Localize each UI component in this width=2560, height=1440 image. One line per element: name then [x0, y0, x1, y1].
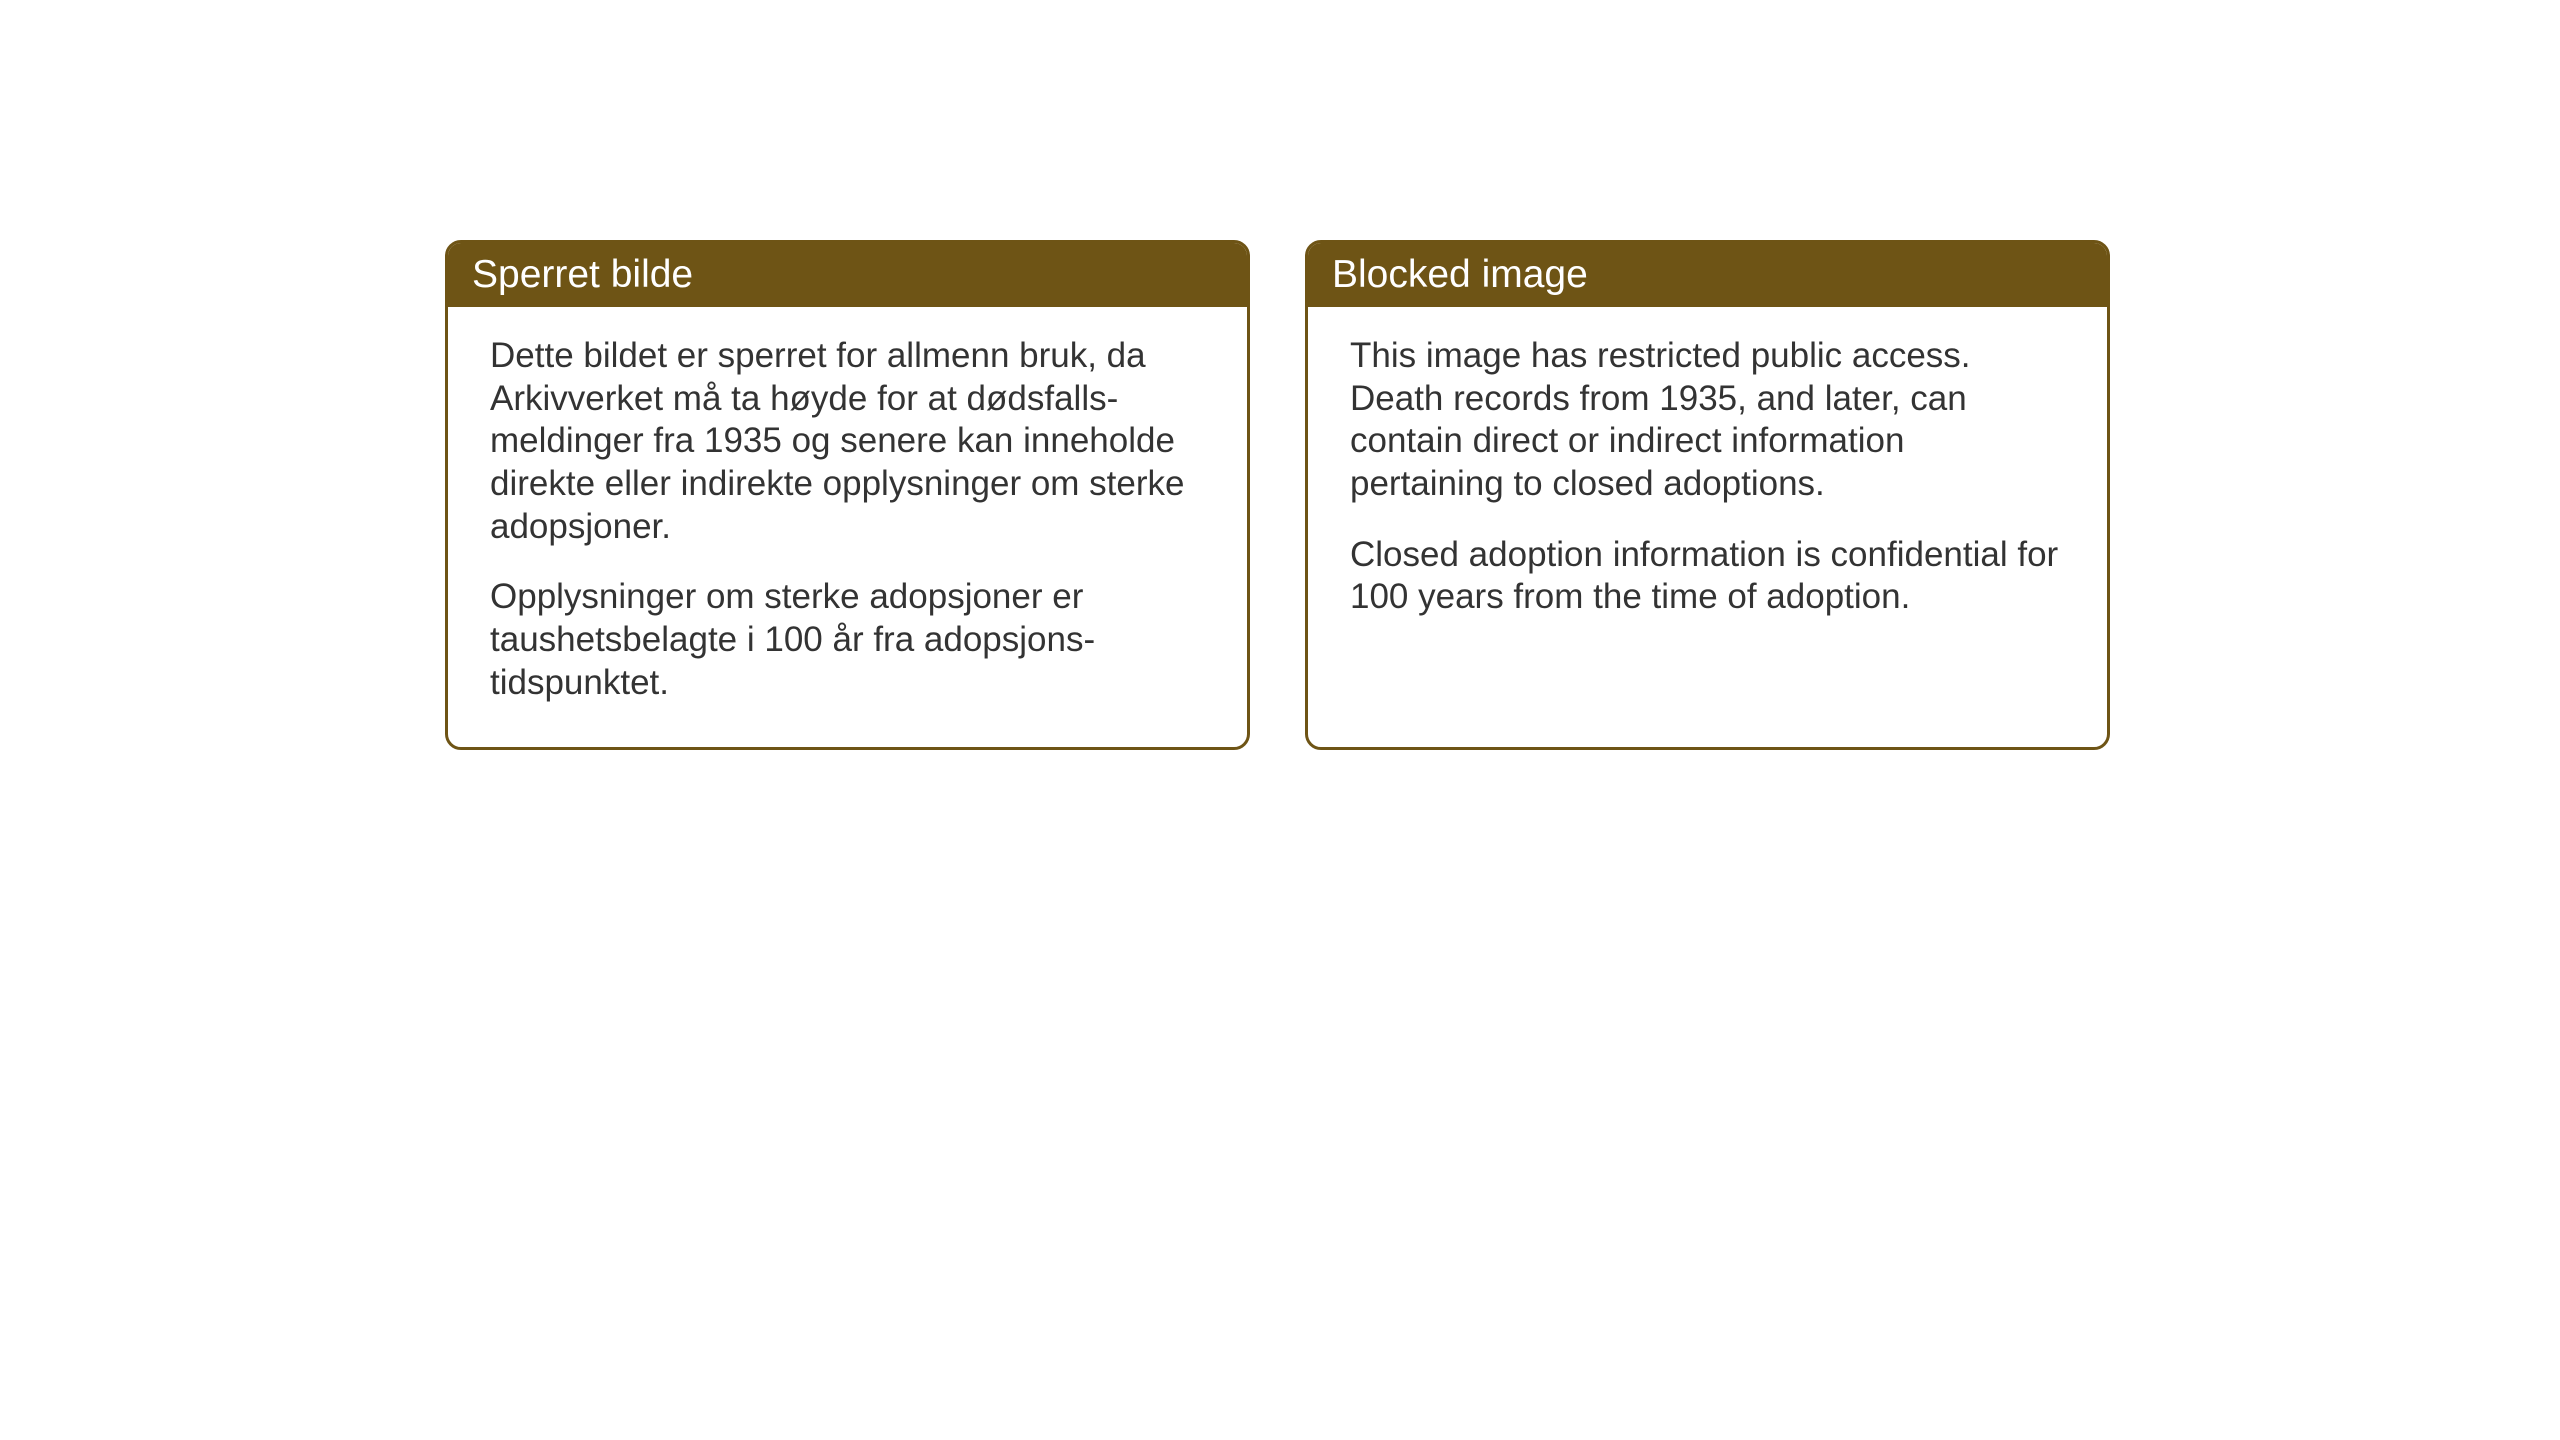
cards-container: Sperret bilde Dette bildet er sperret fo… — [445, 240, 2110, 750]
card-header-english: Blocked image — [1308, 243, 2107, 307]
card-norwegian: Sperret bilde Dette bildet er sperret fo… — [445, 240, 1250, 750]
paragraph-english-1: This image has restricted public access.… — [1350, 335, 2065, 506]
card-body-norwegian: Dette bildet er sperret for allmenn bruk… — [448, 307, 1247, 741]
card-english: Blocked image This image has restricted … — [1305, 240, 2110, 750]
paragraph-norwegian-2: Opplysninger om sterke adopsjoner er tau… — [490, 576, 1205, 704]
paragraph-english-2: Closed adoption information is confident… — [1350, 534, 2065, 619]
paragraph-norwegian-1: Dette bildet er sperret for allmenn bruk… — [490, 335, 1205, 548]
card-header-norwegian: Sperret bilde — [448, 243, 1247, 307]
card-body-english: This image has restricted public access.… — [1308, 307, 2107, 655]
card-title-norwegian: Sperret bilde — [472, 253, 693, 296]
card-title-english: Blocked image — [1332, 253, 1588, 296]
